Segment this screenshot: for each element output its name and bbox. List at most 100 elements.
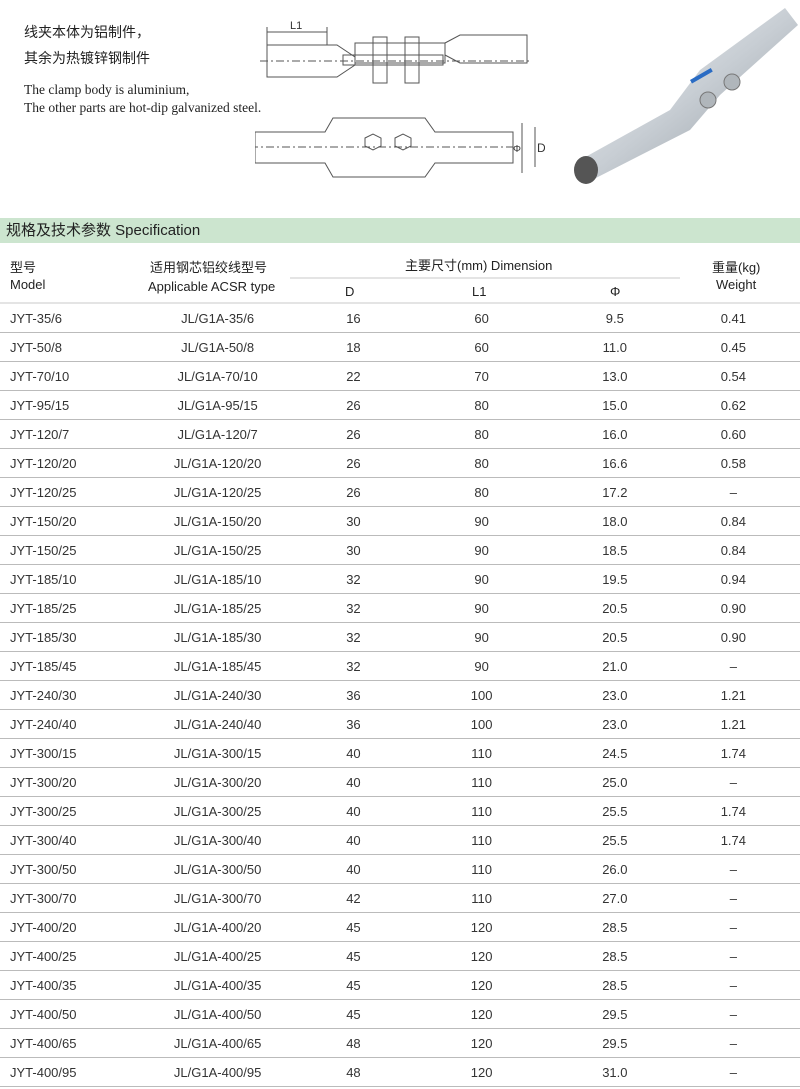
cell-d: 32 <box>306 651 401 681</box>
cell-l1: 120 <box>400 912 563 942</box>
table-row: JYT-240/30 JL/G1A-240/30 36 100 23.0 1.21 <box>0 680 800 710</box>
cell-d: 26 <box>306 477 401 507</box>
cell-phi: 31.0 <box>562 1057 667 1087</box>
cell-d: 45 <box>306 970 401 1000</box>
table-row: JYT-400/95 JL/G1A-400/95 48 120 31.0– <box>0 1057 800 1087</box>
table-row: JYT-400/35 JL/G1A-400/35 45 120 28.5– <box>0 970 800 1000</box>
cell-weight: – <box>666 883 800 913</box>
header-d: D <box>345 284 355 299</box>
cell-acsr-type: JL/G1A-400/35 <box>128 970 307 1000</box>
cell-d: 22 <box>306 361 401 391</box>
cell-model: JYT-300/15 <box>0 738 129 768</box>
cell-l1: 90 <box>400 622 563 652</box>
table-row: JYT-300/20 JL/G1A-300/20 40 110 25.0– <box>0 767 800 797</box>
cell-model: JYT-185/30 <box>0 622 129 652</box>
table-row: JYT-400/20 JL/G1A-400/20 45 120 28.5– <box>0 912 800 942</box>
cell-weight: 0.94 <box>666 564 800 594</box>
cell-l1: 70 <box>400 361 563 391</box>
cell-acsr-type: JL/G1A-300/20 <box>128 767 307 797</box>
header-weight-en: Weight <box>716 277 757 292</box>
cell-d: 48 <box>306 1057 401 1087</box>
header-phi: Φ <box>610 284 621 299</box>
table-row: JYT-120/25 JL/G1A-120/25 26 80 17.2– <box>0 477 800 507</box>
cell-d: 36 <box>306 709 401 739</box>
cell-d: 40 <box>306 796 401 826</box>
table-row: JYT-300/25 JL/G1A-300/25 40 110 25.5 1.74 <box>0 796 800 826</box>
cell-phi: 28.5 <box>562 941 667 971</box>
cell-weight: 0.41 <box>666 304 800 333</box>
cell-d: 32 <box>306 622 401 652</box>
cell-phi: 17.2 <box>562 477 667 507</box>
cell-model: JYT-120/7 <box>0 419 129 449</box>
cell-d: 26 <box>306 448 401 478</box>
cell-acsr-type: JL/G1A-95/15 <box>128 390 307 420</box>
cell-l1: 90 <box>400 535 563 565</box>
table-row: JYT-150/25 JL/G1A-150/25 30 90 18.5 0.84 <box>0 535 800 565</box>
cell-l1: 120 <box>400 999 563 1029</box>
cell-acsr-type: JL/G1A-300/15 <box>128 738 307 768</box>
cell-phi: 28.5 <box>562 970 667 1000</box>
cell-model: JYT-35/6 <box>0 304 129 333</box>
cell-d: 32 <box>306 593 401 623</box>
cell-d: 40 <box>306 825 401 855</box>
cell-d: 48 <box>306 1028 401 1058</box>
cell-d: 30 <box>306 535 401 565</box>
table-row: JYT-120/7 JL/G1A-120/7 26 80 16.0 0.60 <box>0 419 800 449</box>
cell-d: 42 <box>306 883 401 913</box>
table-row: JYT-120/20 JL/G1A-120/20 26 80 16.6 0.58 <box>0 448 800 478</box>
cell-acsr-type: JL/G1A-400/20 <box>128 912 307 942</box>
cell-weight: 0.45 <box>666 332 800 362</box>
cell-model: JYT-70/10 <box>0 361 129 391</box>
cell-phi: 27.0 <box>562 883 667 913</box>
label-l1: L1 <box>290 20 302 32</box>
cell-phi: 9.5 <box>562 304 667 333</box>
cell-phi: 15.0 <box>562 390 667 420</box>
table-row: JYT-300/70 JL/G1A-300/70 42 110 27.0– <box>0 883 800 913</box>
cell-weight: 1.21 <box>666 709 800 739</box>
cell-model: JYT-400/35 <box>0 970 129 1000</box>
cell-model: JYT-400/25 <box>0 941 129 971</box>
cell-model: JYT-120/20 <box>0 448 129 478</box>
cell-phi: 25.5 <box>562 825 667 855</box>
cell-acsr-type: JL/G1A-120/20 <box>128 448 307 478</box>
table-row: JYT-400/50 JL/G1A-400/50 45 120 29.5– <box>0 999 800 1029</box>
cell-l1: 120 <box>400 1057 563 1087</box>
cell-acsr-type: JL/G1A-185/10 <box>128 564 307 594</box>
cell-phi: 11.0 <box>562 332 667 362</box>
cell-d: 45 <box>306 912 401 942</box>
cell-model: JYT-300/25 <box>0 796 129 826</box>
cell-model: JYT-300/40 <box>0 825 129 855</box>
cell-d: 40 <box>306 854 401 884</box>
cell-l1: 120 <box>400 970 563 1000</box>
table-row: JYT-95/15 JL/G1A-95/15 26 80 15.0 0.62 <box>0 390 800 420</box>
table-row: JYT-150/20 JL/G1A-150/20 30 90 18.0 0.84 <box>0 506 800 536</box>
cell-acsr-type: JL/G1A-240/40 <box>128 709 307 739</box>
cell-acsr-type: JL/G1A-400/95 <box>128 1057 307 1087</box>
cell-model: JYT-300/20 <box>0 767 129 797</box>
cell-phi: 16.6 <box>562 448 667 478</box>
intro-zh-line2: 其余为热镀锌钢制件 <box>24 50 150 66</box>
cell-acsr-type: JL/G1A-50/8 <box>128 332 307 362</box>
cell-phi: 23.0 <box>562 709 667 739</box>
cell-d: 45 <box>306 999 401 1029</box>
cell-model: JYT-300/70 <box>0 883 129 913</box>
cell-d: 30 <box>306 506 401 536</box>
cell-weight: 0.58 <box>666 448 800 478</box>
cell-d: 40 <box>306 738 401 768</box>
header-dimension: 主要尺寸(mm) Dimension <box>405 258 553 273</box>
cell-l1: 90 <box>400 651 563 681</box>
cell-d: 16 <box>306 304 401 333</box>
cell-phi: 25.5 <box>562 796 667 826</box>
cell-acsr-type: JL/G1A-300/70 <box>128 883 307 913</box>
specification-table: JYT-35/6 JL/G1A-35/6 16 60 9.5 0.41 JYT-50/8 JL… <box>0 304 800 1087</box>
cell-phi: 23.0 <box>562 680 667 710</box>
table-row: JYT-300/40 JL/G1A-300/40 40 110 25.5 1.74 <box>0 825 800 855</box>
cell-model: JYT-185/25 <box>0 593 129 623</box>
table-row: JYT-240/40 JL/G1A-240/40 36 100 23.0 1.21 <box>0 709 800 739</box>
cell-acsr-type: JL/G1A-185/25 <box>128 593 307 623</box>
cell-l1: 60 <box>400 332 563 362</box>
cell-weight: – <box>666 1028 800 1058</box>
cell-weight: – <box>666 999 800 1029</box>
cell-weight: – <box>666 651 800 681</box>
cell-weight: 1.74 <box>666 796 800 826</box>
